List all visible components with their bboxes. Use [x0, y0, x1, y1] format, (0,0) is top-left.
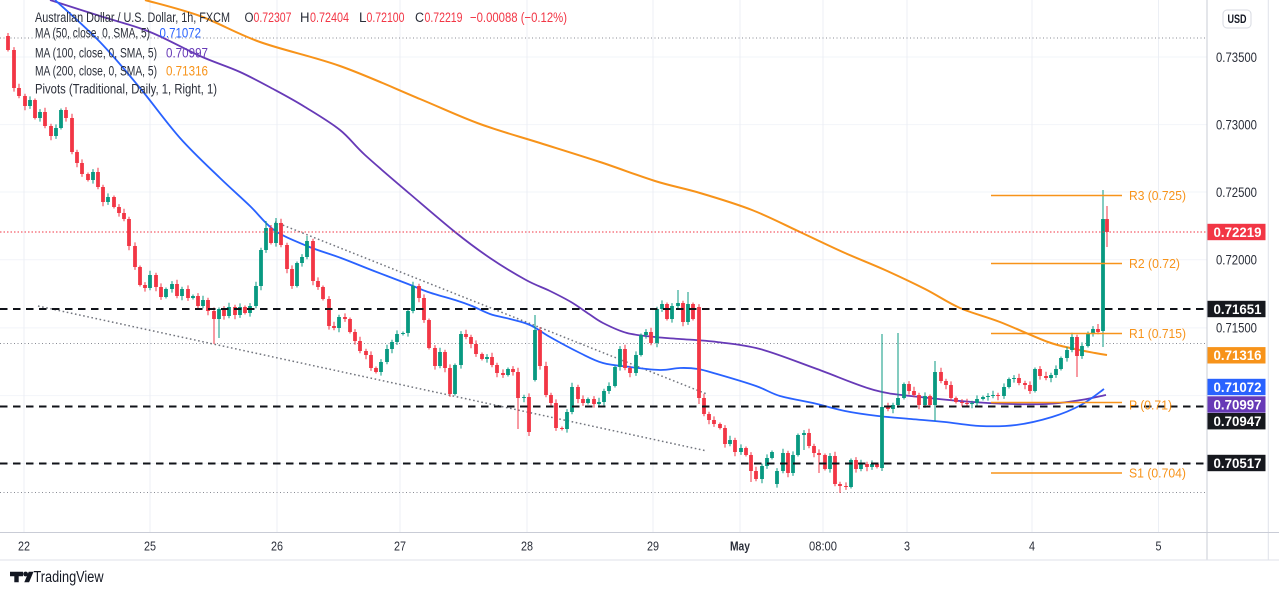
svg-text:0.71500: 0.71500	[1216, 321, 1257, 336]
svg-text:R2 (0.72): R2 (0.72)	[1129, 256, 1180, 271]
svg-text:May: May	[730, 539, 751, 554]
svg-text:0.70517: 0.70517	[1214, 456, 1262, 471]
svg-text:4: 4	[1029, 539, 1035, 554]
svg-text:0.73500: 0.73500	[1216, 50, 1257, 65]
svg-text:O: O	[245, 10, 254, 25]
svg-text:P (0.71): P (0.71)	[1129, 398, 1172, 413]
svg-text:29: 29	[647, 539, 659, 554]
svg-text:3: 3	[904, 539, 910, 554]
svg-text:0.72219: 0.72219	[1214, 225, 1262, 240]
svg-text:−0.00088 (−0.12%): −0.00088 (−0.12%)	[470, 10, 567, 25]
svg-text:0.71072: 0.71072	[1214, 380, 1262, 395]
svg-text:0.72307: 0.72307	[254, 10, 292, 25]
svg-text:L: L	[359, 10, 367, 25]
svg-text:27: 27	[394, 539, 406, 554]
svg-text:08:00: 08:00	[809, 539, 837, 554]
svg-text:0.70947: 0.70947	[1214, 414, 1262, 429]
svg-text:R1 (0.715): R1 (0.715)	[1129, 326, 1186, 341]
svg-text:Pivots (Traditional, Daily, 1,: Pivots (Traditional, Daily, 1, Right, 1)	[35, 81, 217, 96]
svg-text:0.70997: 0.70997	[1214, 397, 1262, 412]
svg-text:S1 (0.704): S1 (0.704)	[1129, 466, 1186, 481]
svg-text:28: 28	[521, 539, 533, 554]
svg-text:25: 25	[144, 539, 156, 554]
svg-text:R3 (0.725): R3 (0.725)	[1129, 188, 1186, 203]
svg-text:26: 26	[271, 539, 283, 554]
svg-text:Australian Dollar / U.S. Dolla: Australian Dollar / U.S. Dollar, 1h, FXC…	[35, 10, 230, 25]
svg-text:0.71316: 0.71316	[1214, 348, 1262, 363]
svg-text:22: 22	[18, 539, 30, 554]
svg-text:0.71651: 0.71651	[1214, 302, 1262, 317]
svg-text:0.72500: 0.72500	[1216, 185, 1257, 200]
svg-text:MA (100, close, 0, SMA, 5): MA (100, close, 0, SMA, 5)	[35, 45, 157, 60]
svg-text:TradingView: TradingView	[34, 569, 105, 586]
svg-text:0.71316: 0.71316	[166, 63, 208, 78]
svg-text:C: C	[415, 10, 424, 25]
svg-text:USD: USD	[1228, 14, 1247, 26]
svg-text:0.73000: 0.73000	[1216, 117, 1257, 132]
svg-text:0.71072: 0.71072	[160, 25, 202, 40]
svg-text:0.72404: 0.72404	[310, 10, 349, 25]
svg-text:0.72100: 0.72100	[367, 10, 405, 25]
svg-text:0.72219: 0.72219	[425, 10, 463, 25]
svg-text:MA (200, close, 0, SMA, 5): MA (200, close, 0, SMA, 5)	[35, 63, 157, 78]
svg-text:0.70997: 0.70997	[166, 45, 208, 60]
svg-text:MA (50, close, 0, SMA, 5): MA (50, close, 0, SMA, 5)	[35, 25, 150, 40]
svg-text:5: 5	[1156, 539, 1162, 554]
svg-text:0.72000: 0.72000	[1216, 253, 1257, 268]
svg-text:H: H	[300, 10, 310, 25]
